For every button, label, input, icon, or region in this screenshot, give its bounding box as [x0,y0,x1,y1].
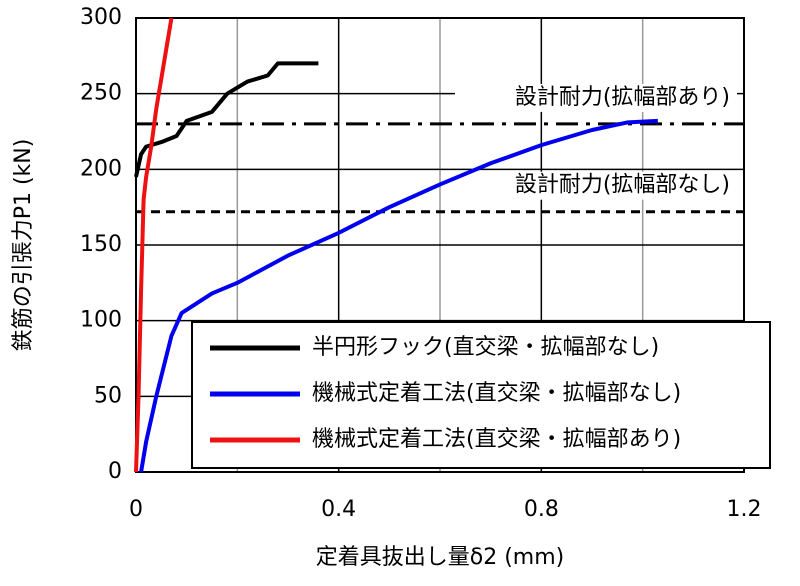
x-tick-label: 0.8 [524,497,559,522]
annotation-bg [455,83,737,112]
reference-label: 設計耐力(拡幅部なし) [515,173,730,198]
x-tick-label: 0.4 [321,497,356,522]
reference-label: 設計耐力(拡幅部あり) [515,85,730,110]
x-tick-label: 1.2 [727,497,762,522]
y-tick-label: 300 [80,5,122,30]
data-line [139,118,658,473]
y-tick-label: 250 [80,81,122,106]
y-axis-label: 鉄筋の引張力P1 (kN) [11,139,36,352]
y-tick-label: 100 [80,308,122,333]
y-tick-label: 200 [80,156,122,181]
plot-frame [135,17,745,473]
legend-label: 機械式定着工法(直交梁・拡幅部あり) [312,427,681,452]
x-tick-label: 0 [129,497,143,522]
legend-label: 機械式定着工法(直交梁・拡幅部なし) [312,381,681,406]
y-tick-label: 0 [108,459,122,484]
data-line [134,17,174,473]
legend-label: 半円形フック(直交梁・拡幅部なし) [312,335,659,360]
x-axis-label: 定着具抜出し量δ2 (mm) [316,545,564,570]
y-tick-label: 50 [94,383,122,408]
annotation-bg [455,171,737,200]
data-line [134,61,319,178]
y-tick-label: 150 [80,232,122,257]
